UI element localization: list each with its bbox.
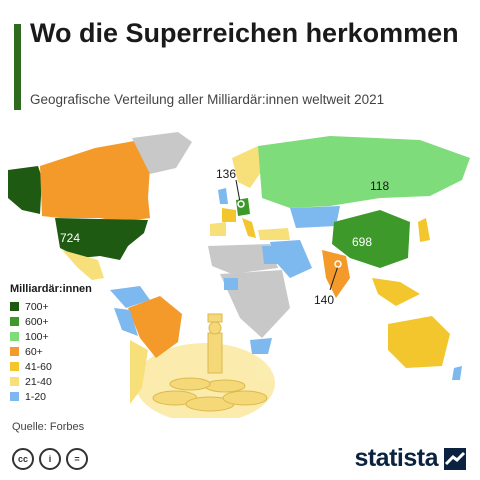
region-australia <box>388 316 450 368</box>
region-turkey <box>258 228 290 240</box>
region-italy <box>242 218 256 238</box>
coins-illustration <box>135 313 275 418</box>
legend-item: 1-20 <box>10 389 92 404</box>
callout-india: 140 <box>314 293 334 307</box>
callout-line-india <box>329 265 339 291</box>
region-new-zealand <box>452 366 462 380</box>
legend-swatch <box>10 392 19 401</box>
brand-mark-icon <box>444 447 466 470</box>
region-scandinavia <box>232 146 264 188</box>
region-north-africa <box>208 244 278 274</box>
region-usa <box>55 218 148 260</box>
world-map: 724 698 118 136 140 <box>8 132 470 418</box>
callout-usa: 724 <box>60 231 80 245</box>
region-chile-argentina <box>130 340 148 404</box>
callout-russia: 118 <box>370 179 389 193</box>
region-alaska <box>8 166 42 214</box>
creative-commons-icon[interactable]: cc <box>12 448 34 470</box>
region-peru <box>114 308 138 336</box>
legend-label: 1-20 <box>25 390 47 403</box>
region-russia <box>258 136 470 208</box>
legend-label: 600+ <box>25 315 49 328</box>
brand-logo[interactable]: statista <box>354 444 466 473</box>
region-india <box>322 250 350 298</box>
legend-swatch <box>10 347 19 356</box>
region-mexico <box>62 250 104 280</box>
attribution-icon[interactable]: i <box>39 448 61 470</box>
legend-item: 21-40 <box>10 374 92 389</box>
legend-item: 700+ <box>10 299 92 314</box>
legend-label: 21-40 <box>25 375 52 388</box>
region-china <box>332 210 410 268</box>
region-nigeria <box>224 278 238 290</box>
region-venezuela-colombia <box>110 286 150 308</box>
region-brazil <box>128 296 182 358</box>
license-icons: cc i = <box>12 448 88 470</box>
callout-marker-india <box>334 260 342 268</box>
legend-swatch <box>10 332 19 341</box>
legend-label: 100+ <box>25 330 49 343</box>
legend-swatch <box>10 377 19 386</box>
region-france <box>222 208 236 222</box>
legend-swatch <box>10 302 19 311</box>
no-derivatives-icon[interactable]: = <box>66 448 88 470</box>
legend-label: 60+ <box>25 345 43 358</box>
region-iberia <box>210 222 226 236</box>
brand-name: statista <box>354 444 438 472</box>
callout-germany: 136 <box>216 167 236 181</box>
region-uk <box>218 188 228 204</box>
region-japan <box>418 218 430 242</box>
region-southeast-asia <box>372 278 420 306</box>
region-middle-east <box>270 240 312 278</box>
page-subtitle: Geografische Verteilung aller Milliardär… <box>30 92 385 107</box>
page-title: Wo die Superreichen herkommen <box>30 18 459 48</box>
region-kazakhstan <box>290 206 340 228</box>
legend-label: 700+ <box>25 300 49 313</box>
legend-swatch <box>10 362 19 371</box>
legend-item: 600+ <box>10 314 92 329</box>
callout-china: 698 <box>352 235 372 249</box>
legend-item: 41-60 <box>10 359 92 374</box>
region-south-africa <box>250 338 272 354</box>
legend-item: 60+ <box>10 344 92 359</box>
callout-marker-germany <box>237 200 245 208</box>
region-egypt <box>262 246 280 264</box>
legend-label: 41-60 <box>25 360 52 373</box>
callout-line-germany <box>235 179 241 203</box>
region-canada <box>40 140 150 222</box>
legend-title: Milliardär:innen <box>10 283 92 295</box>
region-greenland <box>132 132 192 174</box>
title-accent-bar <box>14 24 21 110</box>
map-legend: Milliardär:innen 700+ 600+ 100+ 60+ 41-6… <box>10 283 92 404</box>
source-note: Quelle: Forbes <box>12 421 85 433</box>
legend-swatch <box>10 317 19 326</box>
legend-item: 100+ <box>10 329 92 344</box>
